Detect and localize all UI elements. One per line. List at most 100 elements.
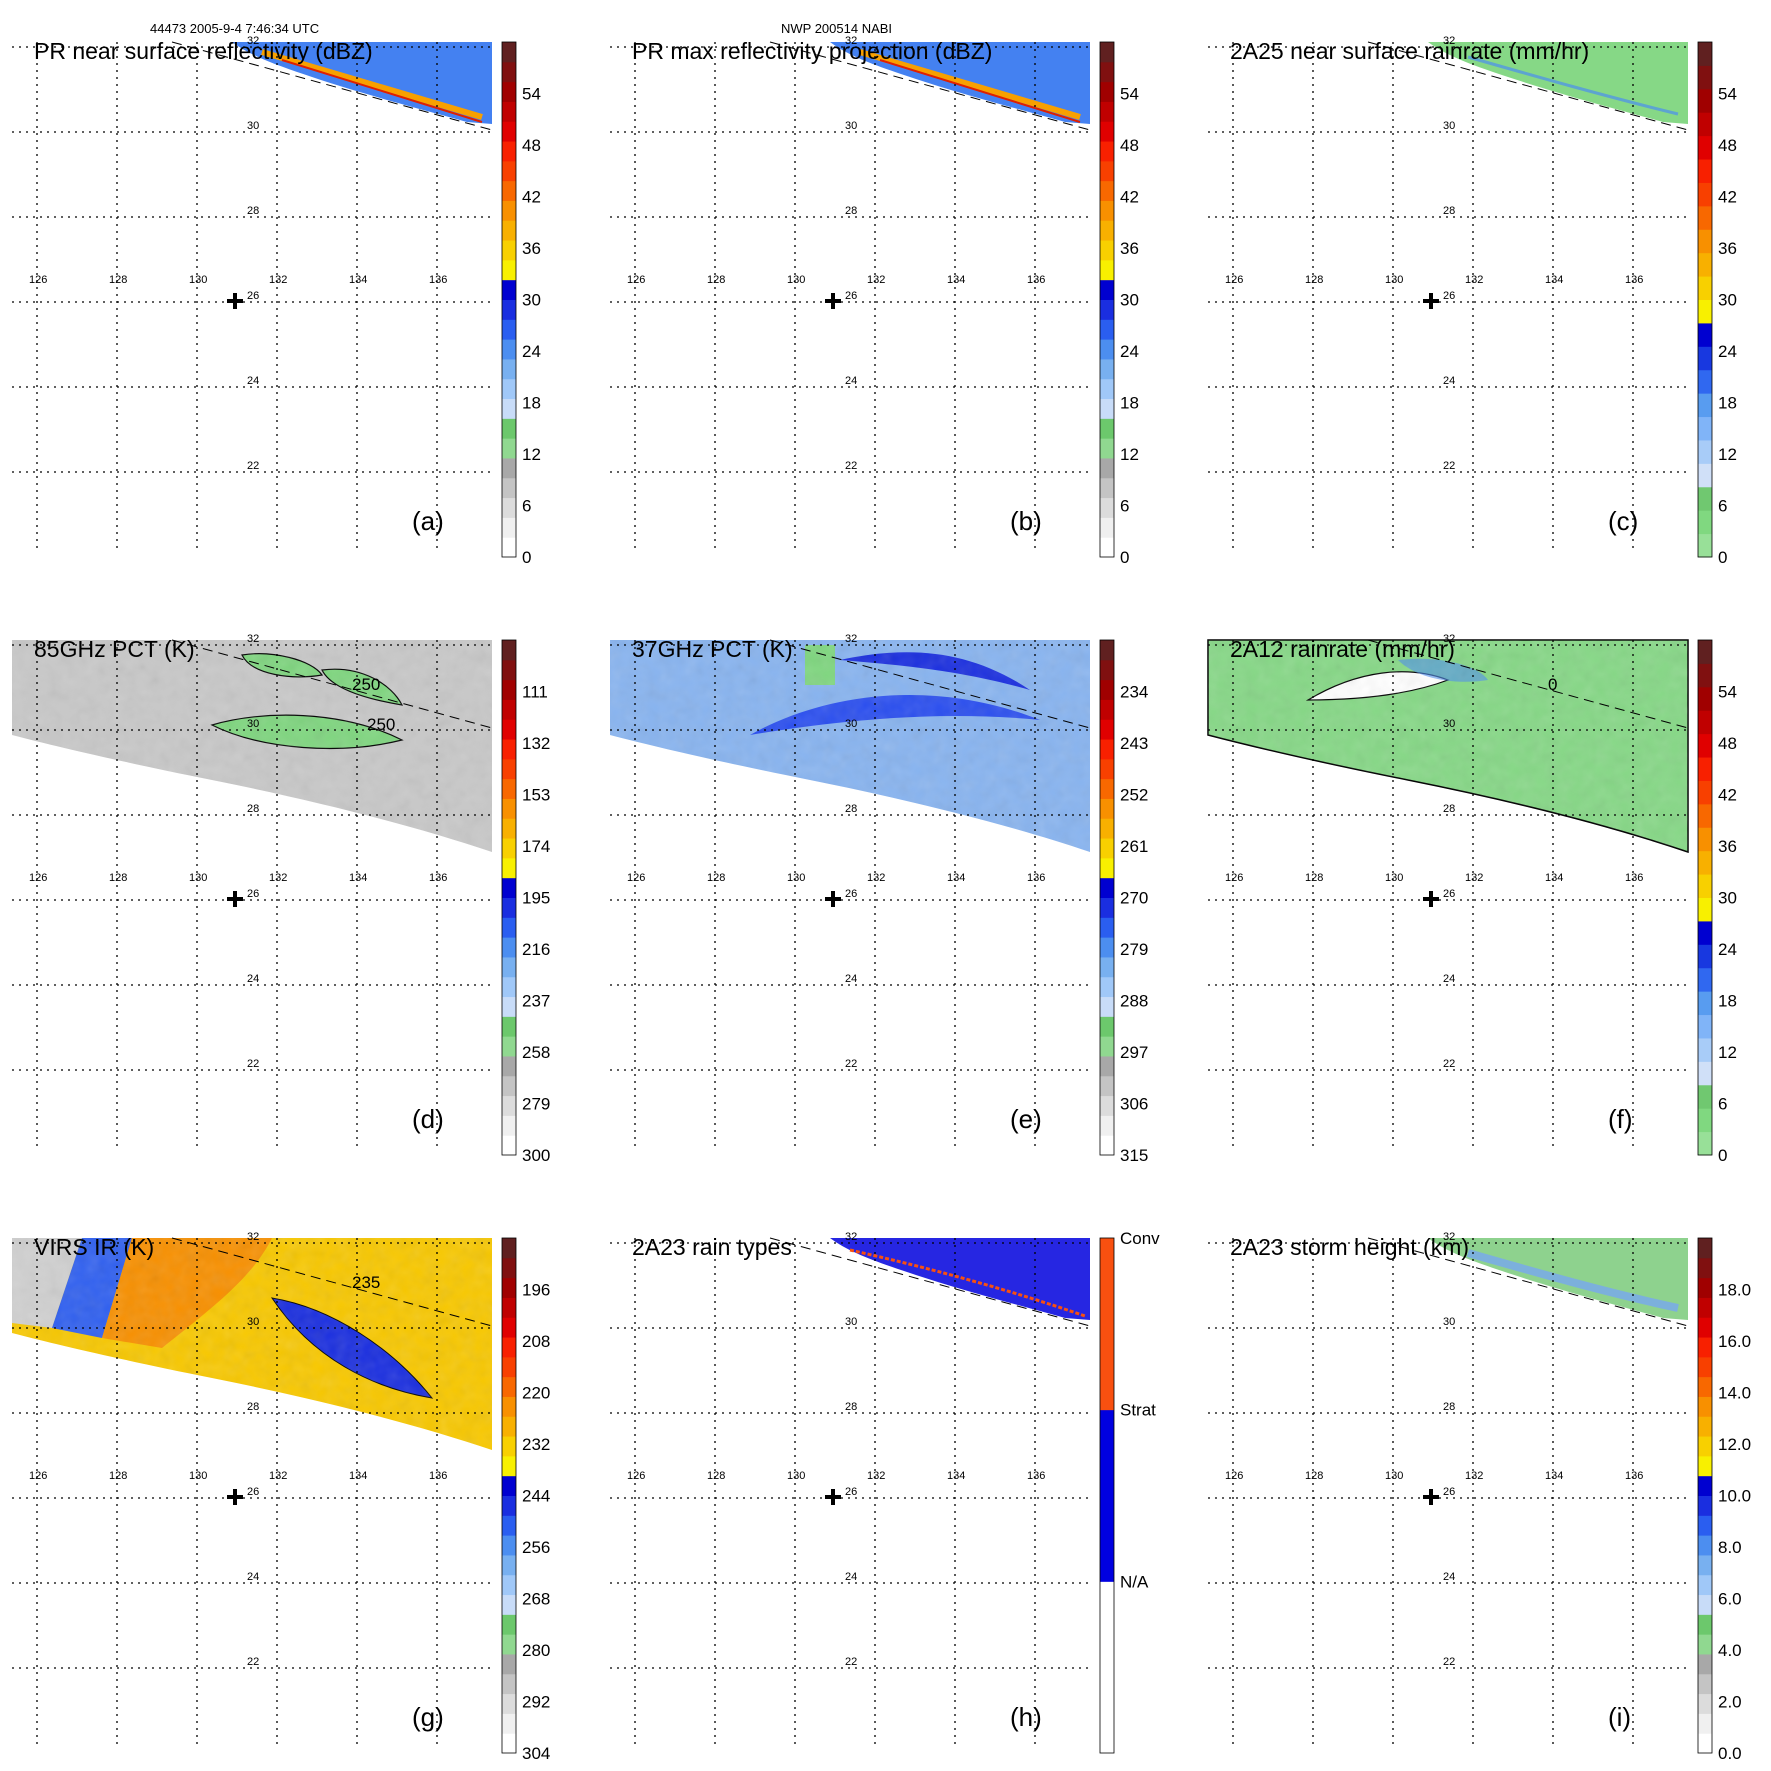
lon-tick-label: 128 xyxy=(707,274,725,286)
colorbar-swatch xyxy=(1100,240,1114,261)
colorbar-swatch xyxy=(1698,299,1712,324)
lat-tick-label: 22 xyxy=(247,1058,259,1070)
lat-tick-label: 24 xyxy=(247,1571,259,1583)
colorbar-swatch xyxy=(1698,1693,1712,1714)
lon-tick-label: 130 xyxy=(189,1470,207,1482)
colorbar-swatch xyxy=(502,1436,516,1457)
colorbar-swatch xyxy=(1100,679,1114,700)
colorbar-label: 6 xyxy=(1120,497,1129,516)
colorbar-swatch xyxy=(1698,276,1712,300)
colorbar-label: 54 xyxy=(1718,683,1737,702)
colorbar-swatch xyxy=(502,42,516,63)
colorbar-swatch xyxy=(1698,322,1712,347)
colorbar: 0 6 12 18 24 30 36 42 48 54 xyxy=(501,41,541,567)
colorbar-label: Strat xyxy=(1120,1401,1156,1420)
lon-tick-label: 132 xyxy=(1465,872,1483,884)
lat-tick-label: 24 xyxy=(1443,973,1455,985)
lat-tick-label: 30 xyxy=(247,120,259,132)
colorbar-swatch xyxy=(1698,1014,1712,1039)
colorbar-swatch xyxy=(502,1614,516,1635)
colorbar-frame xyxy=(1697,639,1713,1156)
lat-tick-label: 28 xyxy=(1443,1401,1455,1413)
colorbar-label: 42 xyxy=(1718,188,1737,207)
colorbar-swatch xyxy=(1698,1673,1712,1695)
colorbar-swatch xyxy=(1698,663,1712,688)
colorbar-swatch xyxy=(502,259,516,281)
colorbar-label: 6 xyxy=(1718,1095,1727,1114)
colorbar-swatch xyxy=(502,1317,516,1338)
track-line xyxy=(769,639,1091,729)
colorbar-frame xyxy=(501,1237,517,1754)
lat-tick-label: 26 xyxy=(845,1486,857,1498)
panel-label: (e) xyxy=(1010,1104,1042,1134)
colorbar-label: 54 xyxy=(522,85,541,104)
lon-tick-label: 130 xyxy=(1385,1470,1403,1482)
colorbar-swatch xyxy=(502,1135,516,1156)
lat-tick-label: 24 xyxy=(1443,375,1455,387)
lat-tick-label: 24 xyxy=(845,1571,857,1583)
colorbar-swatch xyxy=(502,1594,516,1615)
colorbar-label: 54 xyxy=(1718,85,1737,104)
colorbar-label: 208 xyxy=(522,1332,550,1351)
colorbar-swatch xyxy=(1100,220,1114,241)
panel-title: 2A12 rainrate (mm/hr) xyxy=(1230,636,1455,662)
colorbar-label: 6 xyxy=(522,497,531,516)
lon-tick-label: 136 xyxy=(429,1470,447,1482)
lat-tick-label: 28 xyxy=(845,803,857,815)
colorbar-swatch xyxy=(502,358,516,380)
colorbar-swatch xyxy=(502,838,516,859)
colorbar-swatch xyxy=(1100,640,1114,661)
colorbar-label: 12 xyxy=(1718,1043,1737,1062)
panel-label: (a) xyxy=(412,506,444,536)
colorbar-swatch xyxy=(1698,1396,1712,1417)
colorbar-label: 12 xyxy=(522,445,541,464)
colorbar-swatch xyxy=(1100,659,1114,681)
colorbar-swatch xyxy=(1698,1297,1712,1318)
core-band xyxy=(879,59,1081,123)
lat-tick-label: 22 xyxy=(845,1058,857,1070)
colorbar-label: 30 xyxy=(1718,889,1737,908)
lon-tick-label: 126 xyxy=(1225,872,1243,884)
colorbar-swatch xyxy=(502,378,516,400)
lon-tick-label: 126 xyxy=(627,274,645,286)
colorbar-swatch xyxy=(1698,1455,1712,1477)
colorbar-label: 18.0 xyxy=(1718,1281,1751,1300)
track-line xyxy=(1367,1237,1689,1327)
lon-tick-label: 128 xyxy=(109,1470,127,1482)
colorbar-swatch xyxy=(1100,857,1114,879)
colorbar-swatch xyxy=(502,1535,516,1556)
colorbar-swatch xyxy=(1698,1653,1712,1675)
colorbar-label: 288 xyxy=(1120,992,1148,1011)
colorbar-swatch xyxy=(1100,818,1114,839)
colorbar-label: Conv xyxy=(1120,1229,1160,1248)
colorbar-swatch xyxy=(1698,1733,1712,1754)
colorbar-swatch xyxy=(1100,418,1114,439)
colorbar-swatch xyxy=(1100,996,1114,1017)
colorbar-swatch xyxy=(1698,510,1712,535)
colorbar-swatch xyxy=(1698,640,1712,664)
panel-d: 126 128 130 132 134 136 22 24 26 28 30 32 250 250 85GH… xyxy=(12,633,550,1165)
rain-band xyxy=(1467,55,1679,116)
lon-tick-label: 136 xyxy=(1027,872,1045,884)
lat-tick-label: 26 xyxy=(247,1486,259,1498)
lat-tick-label: 26 xyxy=(1443,888,1455,900)
storm-center-marker xyxy=(227,1489,243,1505)
colorbar-swatch xyxy=(502,778,516,799)
lat-tick-label: 30 xyxy=(845,120,857,132)
lat-tick-label: 32 xyxy=(1443,633,1455,645)
panel-label: (c) xyxy=(1608,506,1638,536)
colorbar-swatch xyxy=(1698,1277,1712,1298)
colorbar-swatch xyxy=(1698,42,1712,66)
colorbar: 300 279 258 237 216 195 174 153 132 111 xyxy=(501,639,550,1165)
colorbar-label: 36 xyxy=(522,239,541,258)
colorbar-swatch xyxy=(1698,780,1712,805)
colorbar-swatch xyxy=(1100,160,1114,182)
lat-tick-label: 26 xyxy=(247,888,259,900)
lon-tick-label: 134 xyxy=(1545,274,1563,286)
colorbar-swatch xyxy=(1100,259,1114,281)
colorbar-swatch xyxy=(1100,917,1114,938)
colorbar-swatch xyxy=(1100,279,1114,300)
colorbar-swatch xyxy=(502,160,516,182)
